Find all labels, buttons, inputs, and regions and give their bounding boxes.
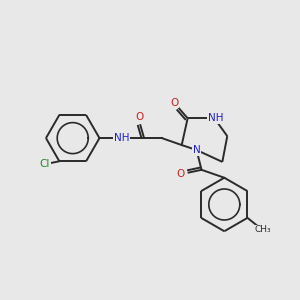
Text: N: N bbox=[193, 145, 200, 155]
Text: CH₃: CH₃ bbox=[254, 225, 271, 234]
Text: O: O bbox=[170, 98, 178, 108]
Text: NH: NH bbox=[113, 133, 129, 143]
Text: O: O bbox=[135, 112, 143, 122]
Text: O: O bbox=[177, 169, 185, 179]
Text: Cl: Cl bbox=[39, 159, 50, 169]
Text: NH: NH bbox=[208, 113, 223, 123]
